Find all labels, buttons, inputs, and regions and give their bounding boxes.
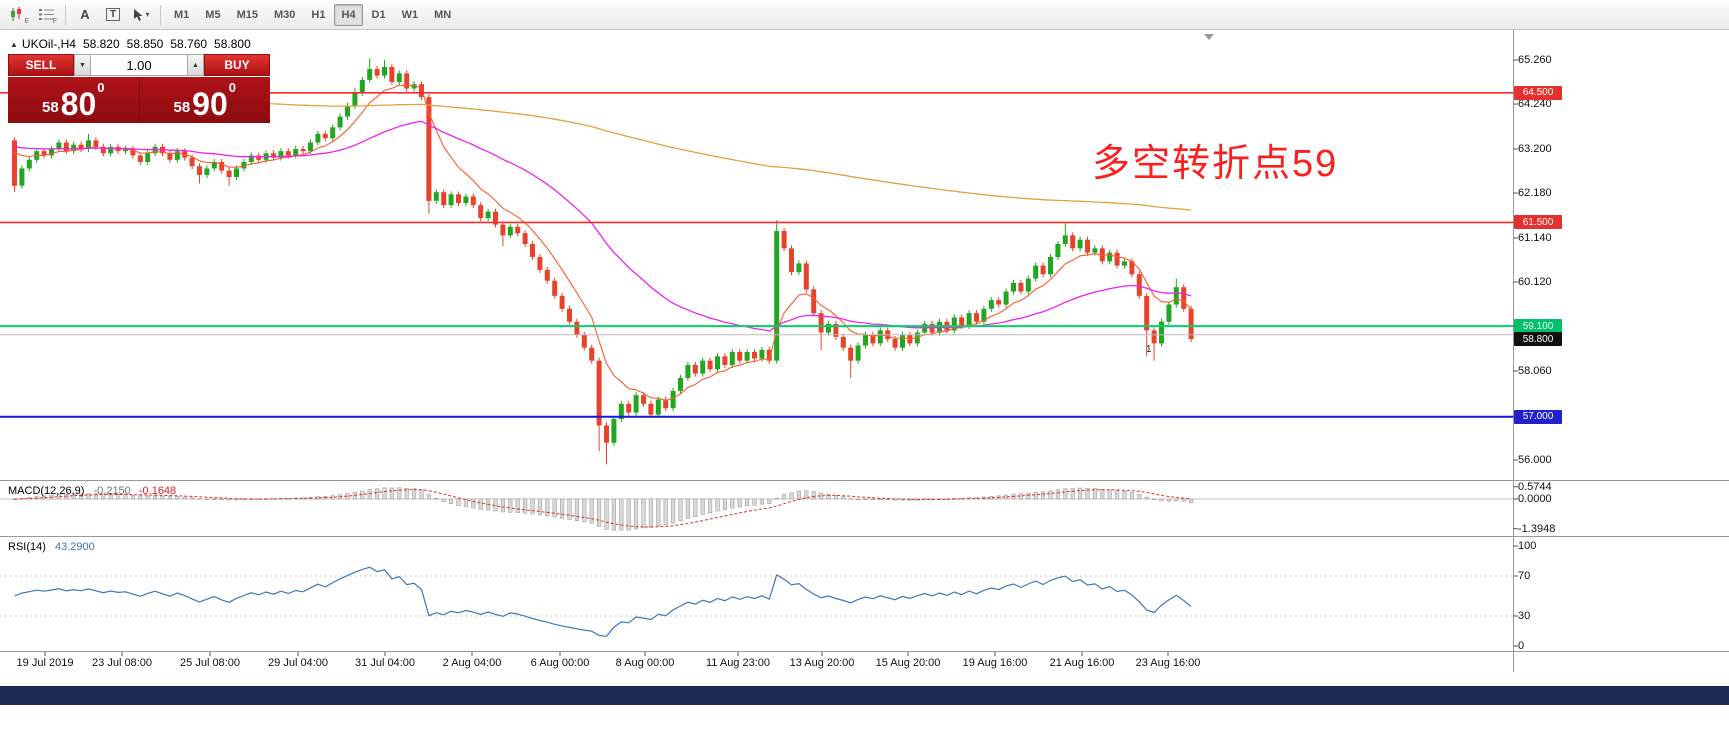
- time-axis-label: 29 Jul 04:00: [268, 657, 328, 669]
- ask-pips: 90: [192, 86, 228, 123]
- toolbar-separator: [160, 4, 161, 25]
- rsi-value: 43.2900: [54, 541, 95, 553]
- macd-signal-value: -0.1648: [138, 485, 177, 497]
- rsi-label: RSI(14) 43.2900: [8, 541, 95, 553]
- time-axis-label: 6 Aug 00:00: [530, 657, 590, 669]
- macd-axis-tick: 0.0000: [1518, 493, 1552, 505]
- ohlc-high: 58.850: [126, 37, 164, 51]
- chart-shift-marker-icon: [1204, 34, 1214, 40]
- symbol-marker-icon: ▲: [10, 40, 18, 49]
- buy-button[interactable]: BUY: [204, 54, 270, 76]
- price-line-badge: 61.500: [1514, 215, 1562, 230]
- macd-axis-tick: 0.5744: [1518, 480, 1552, 493]
- bottom-status-bar: [0, 686, 1729, 705]
- symbol-title: UKOil-,H4: [21, 37, 76, 51]
- rsi-axis-tick: 30: [1518, 610, 1531, 622]
- macd-main-value: -0.2150: [93, 485, 131, 497]
- time-axis-label: 21 Aug 16:00: [1049, 657, 1115, 669]
- toolbar: E F A T ▾ M1 M5 M15 M30 H1 H4 D1 W1 MN: [0, 0, 1729, 30]
- time-axis-label: 13 Aug 20:00: [789, 657, 855, 669]
- timeframe-m15-button[interactable]: M15: [230, 4, 265, 26]
- toolbar-separator: [65, 4, 66, 25]
- price-axis-tick: 56.000: [1518, 454, 1552, 466]
- candles-glyph: [11, 7, 21, 21]
- price-axis-tick: 62.180: [1518, 187, 1552, 200]
- timeframe-h1-button[interactable]: H1: [304, 4, 332, 26]
- price-line-badge: 59.100: [1514, 319, 1562, 334]
- volume-input[interactable]: [91, 54, 187, 76]
- time-axis-label: 23 Jul 08:00: [92, 657, 152, 669]
- timeframe-mn-button[interactable]: MN: [427, 4, 458, 26]
- bid-pipette: 0: [97, 80, 105, 95]
- time-axis-label: 31 Jul 04:00: [355, 657, 415, 669]
- time-axis-label: 19 Jul 2019: [16, 657, 74, 669]
- timeframe-m1-button[interactable]: M1: [167, 4, 196, 26]
- ohlc-close: 58.800: [214, 37, 251, 51]
- price-line-badge: 64.500: [1514, 85, 1562, 100]
- time-axis-label: 25 Jul 08:00: [180, 657, 240, 669]
- ask-pipette: 0: [228, 80, 236, 95]
- macd-axis-tick: -1.3948: [1518, 522, 1556, 535]
- price-axis-tick: 64.240: [1518, 98, 1552, 111]
- time-axis-label: 2 Aug 04:00: [442, 657, 502, 669]
- one-click-trading-panel: SELL ▼ ▲ BUY 58 80 0 58 90 0: [8, 54, 270, 123]
- rsi-axis-tick: 100: [1518, 540, 1537, 552]
- timeframe-m5-button[interactable]: M5: [198, 4, 227, 26]
- rsi-name: RSI(14): [8, 541, 46, 553]
- bid-big-figure: 58: [41, 99, 59, 116]
- current-bid-badge: 58.800: [1514, 332, 1562, 347]
- ask-price-display[interactable]: 58 90 0: [139, 77, 270, 123]
- chevron-down-icon: ▾: [145, 10, 150, 19]
- ask-big-figure: 58: [173, 99, 191, 116]
- icon-subscript: E: [24, 17, 29, 25]
- price-axis-tick: 65.260: [1518, 54, 1552, 66]
- chart-text-annotation: 多空转折点59: [1092, 143, 1339, 185]
- sell-button[interactable]: SELL: [8, 54, 74, 76]
- rsi-axis-tick: 70: [1518, 570, 1531, 582]
- indicator-list-icon[interactable]: F: [33, 4, 59, 26]
- volume-increase-button[interactable]: ▲: [187, 54, 204, 76]
- time-axis-label: 8 Aug 00:00: [615, 657, 675, 669]
- macd-label: MACD(12,26,9) -0.2150 -0.1648: [8, 485, 176, 497]
- text-label-tool-icon[interactable]: A: [72, 4, 98, 26]
- ohlc-low: 58.760: [170, 37, 208, 51]
- bid-pips: 80: [60, 86, 97, 123]
- rsi-axis-tick: 0: [1518, 640, 1525, 652]
- timeframe-d1-button[interactable]: D1: [365, 4, 393, 26]
- timeframe-h4-button[interactable]: H4: [334, 3, 363, 26]
- timeframe-w1-button[interactable]: W1: [395, 4, 426, 26]
- time-axis-label: 19 Aug 16:00: [962, 657, 1028, 669]
- price-axis-tick: 61.140: [1518, 231, 1552, 244]
- macd-name: MACD(12,26,9): [8, 485, 85, 497]
- text-box-tool-icon[interactable]: T: [100, 4, 126, 26]
- cursor-tool-icon[interactable]: ▾: [128, 4, 154, 26]
- boxed-t-glyph: T: [105, 8, 121, 21]
- bid-price-display[interactable]: 58 80 0: [8, 77, 139, 123]
- timeframe-m30-button[interactable]: M30: [267, 4, 302, 26]
- candlestick-chart-icon[interactable]: E: [5, 4, 31, 26]
- price-axis-tick: 60.120: [1518, 276, 1552, 289]
- icon-subscript: F: [52, 17, 57, 25]
- price-axis-tick: 63.200: [1518, 142, 1552, 155]
- time-axis-label: 23 Aug 16:00: [1135, 657, 1201, 669]
- chart-object-label: 1: [1146, 344, 1152, 355]
- time-axis-label: 11 Aug 23:00: [705, 657, 771, 669]
- volume-decrease-button[interactable]: ▼: [74, 54, 91, 76]
- cursor-glyph: [134, 8, 143, 21]
- price-line-badge: 57.000: [1514, 409, 1562, 424]
- ohlc-open: 58.820: [82, 37, 120, 51]
- chart-header: ▲ UKOil-,H4 58.820 58.850 58.760 58.800: [10, 37, 251, 51]
- time-axis-label: 15 Aug 20:00: [875, 657, 941, 669]
- list-glyph: [38, 9, 54, 20]
- price-axis-tick: 58.060: [1518, 365, 1552, 377]
- letter-a-glyph: A: [80, 7, 90, 22]
